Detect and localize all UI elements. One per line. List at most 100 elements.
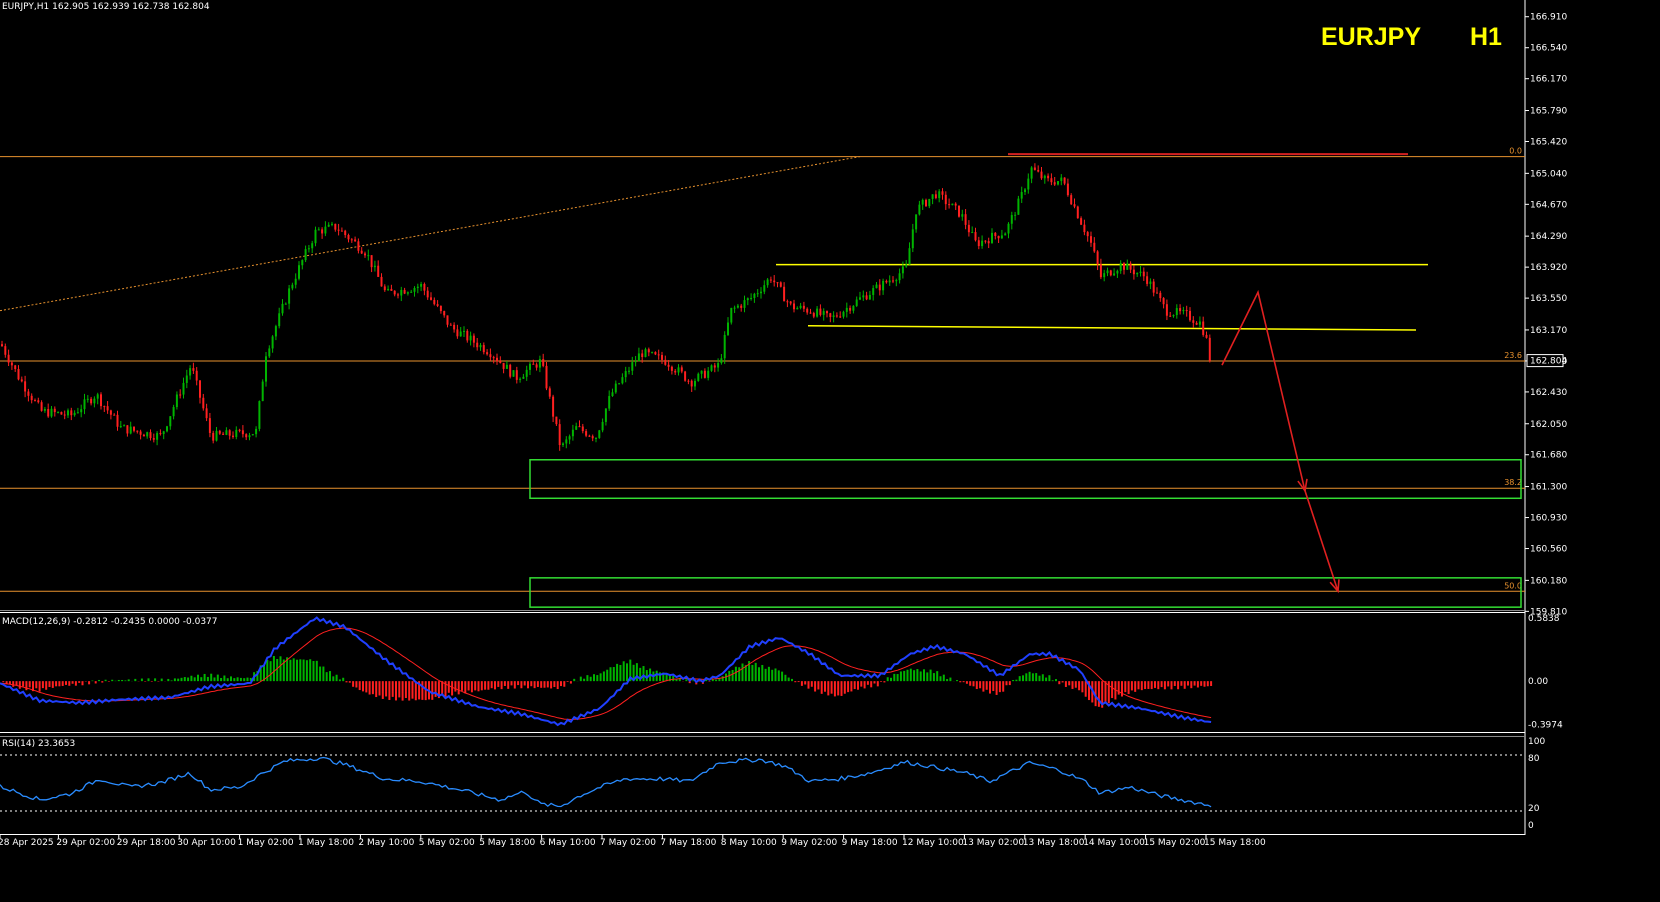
candle-body bbox=[1106, 270, 1109, 274]
candle-body bbox=[73, 412, 76, 416]
candle-body bbox=[703, 370, 706, 378]
candle-body bbox=[558, 424, 561, 446]
time-tick-label: 13 May 18:00 bbox=[1023, 838, 1085, 848]
candle-body bbox=[400, 289, 403, 296]
candle-body bbox=[548, 388, 551, 397]
candle-body bbox=[651, 352, 654, 354]
candle-body bbox=[268, 348, 271, 357]
candle-body bbox=[17, 369, 20, 380]
candle-body bbox=[426, 290, 429, 298]
price-tick-label: 164.670 bbox=[1530, 200, 1567, 210]
candle-body bbox=[245, 434, 248, 438]
macd-main-line bbox=[0, 616, 1212, 727]
candle-body bbox=[892, 280, 894, 282]
time-tick-label: 8 May 10:00 bbox=[721, 838, 777, 848]
candle-body bbox=[159, 433, 162, 435]
candle-body bbox=[1172, 315, 1175, 317]
candle-body bbox=[93, 398, 96, 404]
timeframe-title: H1 bbox=[1470, 23, 1502, 51]
candle-body bbox=[515, 370, 518, 380]
candle-body bbox=[525, 369, 528, 377]
fib-label: 0.0 bbox=[1509, 147, 1522, 156]
candle-body bbox=[1086, 232, 1089, 237]
candle-body bbox=[1, 344, 3, 347]
candle-body bbox=[492, 357, 495, 359]
pane-frame bbox=[0, 0, 1526, 835]
candle-body bbox=[1007, 223, 1010, 234]
candle-body bbox=[354, 239, 357, 242]
candle-body bbox=[370, 255, 373, 268]
candle-body bbox=[40, 402, 43, 411]
candle-body bbox=[463, 330, 465, 332]
candle-body bbox=[212, 432, 215, 441]
candle-body bbox=[179, 394, 182, 396]
candle-body bbox=[446, 315, 449, 325]
candle-body bbox=[918, 204, 921, 215]
candle-body bbox=[449, 324, 452, 326]
candle-body bbox=[509, 364, 512, 377]
candle-body bbox=[964, 214, 967, 225]
candle-body bbox=[265, 356, 267, 382]
candle-body bbox=[1185, 310, 1188, 312]
candle-body bbox=[1205, 334, 1208, 338]
candle-body bbox=[393, 290, 396, 295]
price-tick-label: 161.680 bbox=[1530, 451, 1567, 461]
candle-body bbox=[430, 297, 432, 300]
candle-body bbox=[997, 235, 1000, 239]
candle-body bbox=[1037, 169, 1040, 172]
candle-body bbox=[1192, 320, 1195, 323]
candle-body bbox=[1139, 271, 1142, 273]
time-tick-label: 15 May 02:00 bbox=[1144, 838, 1206, 848]
candle-body bbox=[1202, 321, 1205, 335]
time-axis: 28 Apr 2025 29 Apr 02:00 29 Apr 18:00 30 Ap… bbox=[0, 835, 1266, 848]
candle-body bbox=[954, 203, 957, 206]
time-tick-label: 13 May 02:00 bbox=[962, 838, 1024, 848]
candle-body bbox=[482, 345, 485, 353]
candle-body bbox=[948, 204, 951, 206]
candle-body bbox=[1208, 337, 1211, 361]
candle-body bbox=[690, 380, 693, 387]
candle-body bbox=[1073, 204, 1076, 207]
fibonacci-levels: 0.0 23.6 38.2 50.0 bbox=[0, 147, 1525, 592]
candle-body bbox=[486, 352, 489, 355]
candle-body bbox=[1146, 276, 1149, 284]
candle-body bbox=[1053, 182, 1056, 185]
candle-body bbox=[661, 355, 663, 360]
candle-body bbox=[581, 426, 584, 432]
candle-body bbox=[654, 352, 657, 355]
candle-body bbox=[37, 400, 40, 403]
candle-body bbox=[34, 400, 36, 402]
candle-body bbox=[532, 363, 535, 365]
price-tick-label: 164.290 bbox=[1530, 232, 1567, 242]
candle-body bbox=[1060, 177, 1063, 182]
candle-body bbox=[106, 406, 109, 411]
time-tick-label: 30 Apr 10:00 bbox=[177, 838, 236, 848]
rsi-label: RSI(14) 23.3653 bbox=[2, 739, 75, 749]
candle-body bbox=[1195, 322, 1198, 325]
candle-body bbox=[839, 316, 842, 318]
price-tick-label: 162.050 bbox=[1530, 420, 1567, 430]
candle-body bbox=[911, 229, 914, 249]
candle-body bbox=[565, 439, 568, 444]
candle-body bbox=[321, 229, 324, 234]
candle-body bbox=[644, 349, 647, 358]
candle-body bbox=[1040, 171, 1043, 179]
candle-body bbox=[317, 229, 320, 231]
candle-body bbox=[855, 299, 858, 306]
candle-body bbox=[938, 191, 941, 199]
candle-body bbox=[397, 294, 399, 296]
candle-body bbox=[519, 378, 522, 380]
candle-body bbox=[126, 425, 129, 434]
candle-body bbox=[608, 396, 611, 409]
macd-tick-label: 0.00 bbox=[1528, 677, 1548, 687]
candle-body bbox=[337, 229, 340, 231]
dotted-trendline bbox=[0, 156, 861, 312]
price-tick-label: 160.180 bbox=[1530, 576, 1567, 586]
candle-body bbox=[1109, 270, 1112, 276]
candle-body bbox=[568, 436, 571, 440]
candle-body bbox=[314, 229, 317, 244]
symbol-title: EURJPY bbox=[1321, 23, 1421, 51]
macd-label: MACD(12,26,9) -0.2812 -0.2435 0.0000 -0.… bbox=[2, 617, 218, 627]
candle-body bbox=[934, 194, 937, 199]
